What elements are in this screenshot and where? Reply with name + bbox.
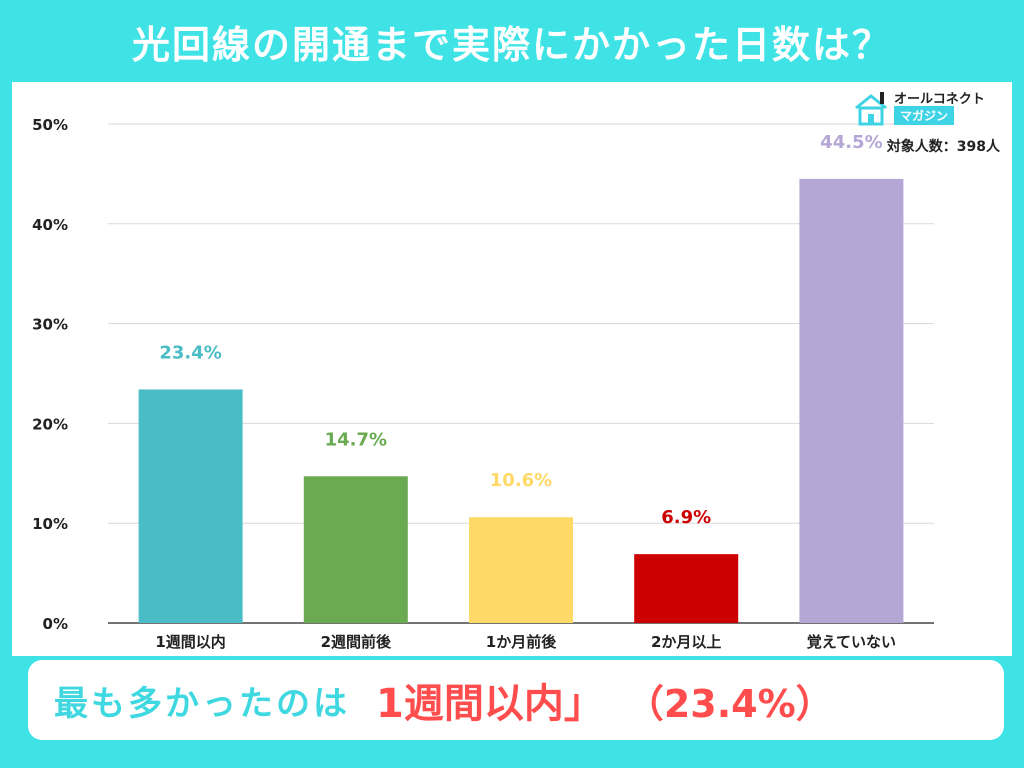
respondent-count: 対象人数：398人 xyxy=(886,139,1000,155)
y-tick-label: 10% xyxy=(32,515,68,533)
y-tick-label: 40% xyxy=(32,216,68,234)
x-tick-label: 1か月前後 xyxy=(486,633,557,651)
y-tick-label: 30% xyxy=(32,316,68,334)
bar xyxy=(634,554,739,623)
bar-chart: 0% 10% 20% 30% 40% 50% 23.4% 1週間以内 14.7% 2週間前後 10.… xyxy=(32,116,934,651)
y-tick-label: 20% xyxy=(32,415,68,433)
data-label: 14.7% xyxy=(325,429,387,450)
brand-name: オールコネクト xyxy=(894,92,985,107)
data-label: 23.4% xyxy=(159,342,221,363)
brand-subtitle: マガジン xyxy=(894,106,955,125)
summary-lead: 最も多かったのは xyxy=(54,683,350,724)
bar xyxy=(303,476,408,623)
summary-highlight: 1週間以内」 xyxy=(376,681,604,727)
data-label: 44.5% xyxy=(820,132,882,153)
brand-logo: オールコネクト マガジン xyxy=(852,88,1002,128)
x-tick-label: 2か月以上 xyxy=(651,633,721,651)
bar xyxy=(138,389,243,623)
x-tick-label: 2週間前後 xyxy=(321,633,392,651)
summary-banner: 最も多かったのは 1週間以内」 （23.4%） xyxy=(28,660,1004,740)
bar xyxy=(799,178,904,623)
house-icon xyxy=(855,92,887,126)
chart-panel: 0% 10% 20% 30% 40% 50% 23.4% 1週間以内 14.7% 2週間前後 10.… xyxy=(12,82,1012,656)
x-tick-label: 1週間以内 xyxy=(155,633,225,651)
data-label: 6.9% xyxy=(661,507,711,528)
bar xyxy=(469,517,573,623)
y-tick-label: 50% xyxy=(32,116,68,134)
page-title: 光回線の開通まで実際にかかった日数は？ xyxy=(131,22,892,67)
data-label: 10.6% xyxy=(490,470,552,491)
y-tick-label: 0% xyxy=(43,615,68,633)
summary-percent: （23.4%） xyxy=(625,681,834,726)
x-tick-label: 覚えていない xyxy=(807,633,896,651)
